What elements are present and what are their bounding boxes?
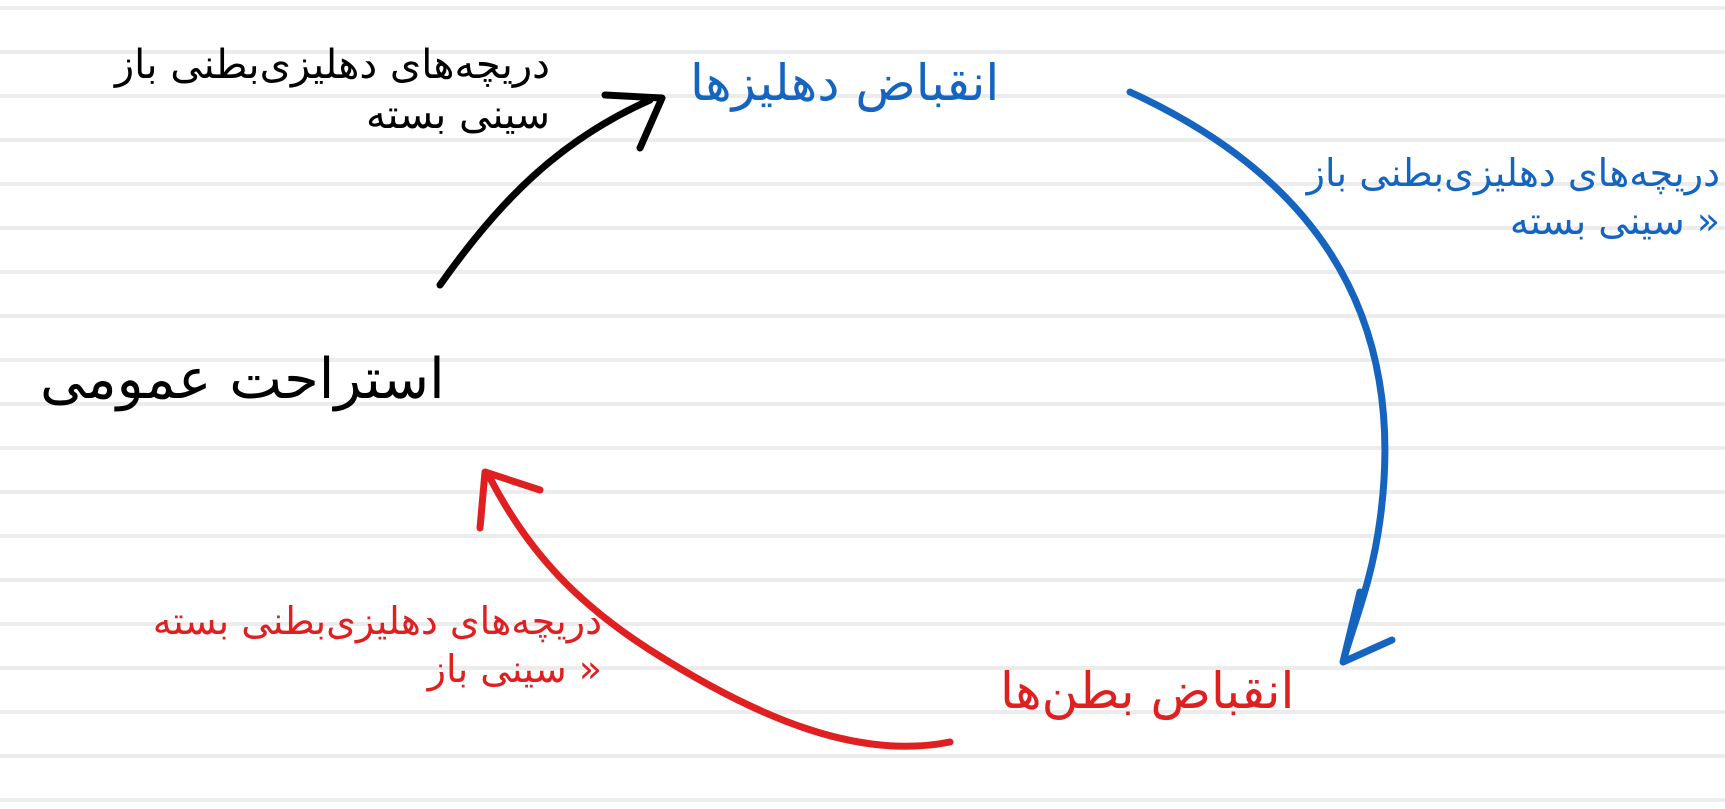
annotation-line: سینی بسته bbox=[365, 92, 550, 138]
annotation-ventricular-to-rest: دریچه‌های دهلیزی‌بطنی بسته « سینی باز bbox=[62, 598, 602, 693]
state-atrial-contraction-label: انقباض دهلیزها bbox=[690, 54, 1000, 112]
annotation-rest-to-atrial: دریچه‌های دهلیزی‌بطنی باز سینی بسته bbox=[95, 40, 550, 140]
annotation-line: « سینی بسته bbox=[1509, 198, 1720, 243]
annotation-line: « سینی باز bbox=[427, 646, 602, 691]
annotation-line: دریچه‌های دهلیزی‌بطنی باز bbox=[1306, 151, 1720, 195]
arrowhead-ventricular-to-rest bbox=[476, 468, 544, 532]
arrow-ventricular-to-rest bbox=[486, 474, 954, 750]
state-rest-label: استراحت عمومی bbox=[40, 347, 445, 412]
arrow-rest-to-atrial bbox=[436, 96, 654, 289]
annotation-line: دریچه‌های دهلیزی‌بطنی باز bbox=[114, 42, 550, 88]
arrowhead-rest-to-atrial bbox=[601, 91, 666, 152]
state-ventricular-contraction-label: انقباض بطن‌ها bbox=[1000, 662, 1295, 720]
arrow-atrial-to-ventricular bbox=[1126, 88, 1389, 659]
annotation-line: دریچه‌های دهلیزی‌بطنی بسته bbox=[152, 599, 602, 643]
arrowhead-atrial-to-ventricular bbox=[1339, 588, 1396, 666]
annotation-atrial-to-ventricular: دریچه‌های دهلیزی‌بطنی باز « سینی بسته bbox=[1255, 150, 1720, 245]
